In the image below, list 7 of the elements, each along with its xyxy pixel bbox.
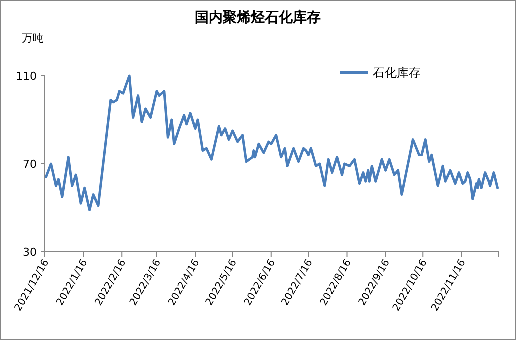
y-tick-label: 70 — [23, 158, 37, 171]
title: 国内聚烯烃石化库存 — [195, 10, 321, 26]
ylabel: 万吨 — [22, 32, 44, 45]
y-tick-label: 110 — [16, 70, 37, 83]
legend-label: 石化库存 — [373, 66, 421, 80]
legend: 石化库存 — [340, 66, 421, 80]
y-tick-label: 30 — [23, 246, 37, 259]
